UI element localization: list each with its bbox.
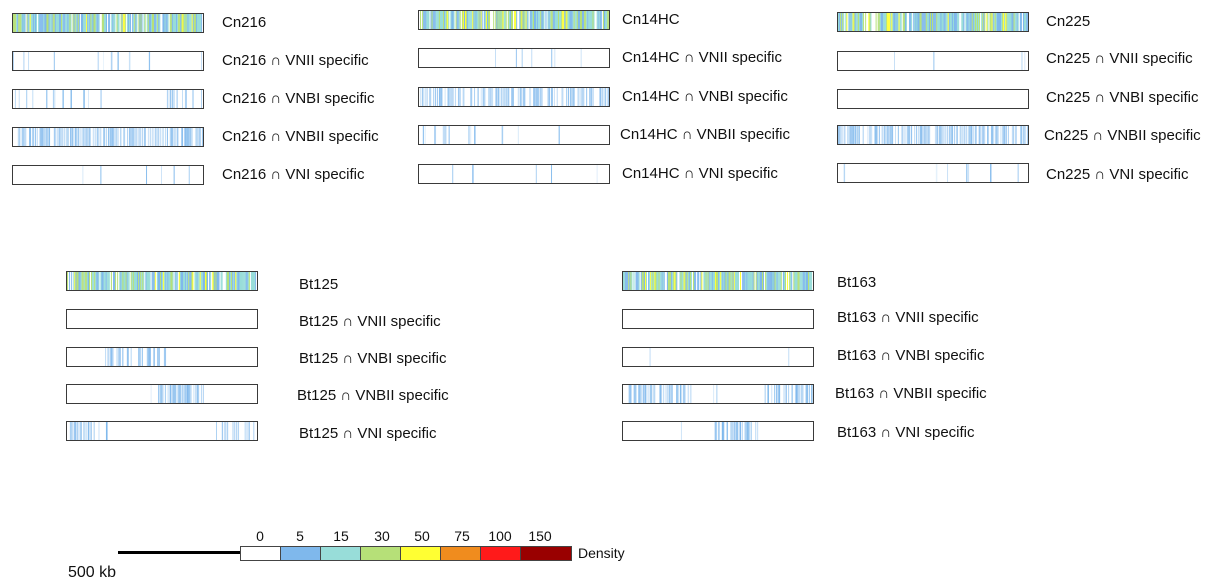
track-cn14hc (418, 10, 610, 30)
track-cn225-vnbi (837, 89, 1029, 109)
track-bt163-vnbi (622, 347, 814, 367)
track-label: Cn225 (1046, 13, 1091, 30)
legend-value: 100 (488, 528, 512, 544)
track-label: Cn225 ∩ VNII specific (1046, 50, 1193, 67)
track-cn216-vnbi (12, 89, 204, 109)
track-label: Cn14HC ∩ VNII specific (622, 49, 782, 66)
track-density-stripes (628, 385, 813, 403)
track-density-stripes (13, 14, 203, 32)
track-density-stripes (838, 126, 1028, 144)
legend-swatch (520, 546, 572, 561)
track-density-stripes (452, 165, 598, 183)
track-bt163 (622, 271, 814, 291)
track-bt125 (66, 271, 258, 291)
track-label: Cn216 ∩ VNBI specific (222, 90, 375, 107)
track-label: Cn216 (222, 14, 267, 31)
track-cn225-vnbii (837, 125, 1029, 145)
track-bt125-vnii (66, 309, 258, 329)
legend-swatch (320, 546, 361, 561)
track-density-stripes (623, 272, 813, 290)
track-density-stripes (150, 385, 204, 403)
track-label: Bt163 ∩ VNBII specific (835, 385, 987, 402)
track-label: Bt163 ∩ VNII specific (837, 309, 979, 326)
track-bt125-vnbii (66, 384, 258, 404)
track-label: Cn216 ∩ VNBII specific (222, 128, 379, 145)
track-density-stripes (13, 52, 203, 70)
legend-title: Density (578, 545, 625, 561)
legend-value: 75 (454, 528, 470, 544)
track-cn225-vni (837, 163, 1029, 183)
legend-value: 0 (256, 528, 264, 544)
track-cn14hc-vni (418, 164, 610, 184)
track-density-stripes (69, 422, 255, 440)
legend-value: 150 (528, 528, 552, 544)
track-density-stripes (67, 310, 257, 328)
track-density-stripes (419, 88, 609, 106)
track-bt125-vni (66, 421, 258, 441)
track-density-stripes (649, 348, 790, 366)
legend-value: 5 (296, 528, 304, 544)
track-cn225 (837, 12, 1029, 32)
density-legend: 500 kb 0 5 15 30 50 75 100 150 Density (60, 520, 680, 581)
track-label: Bt125 ∩ VNBII specific (297, 387, 449, 404)
track-density-stripes (82, 166, 190, 184)
track-bt163-vnii (622, 309, 814, 329)
track-density-stripes (843, 164, 1019, 182)
track-label: Cn216 ∩ VNI specific (222, 166, 365, 183)
legend-swatch (360, 546, 401, 561)
track-density-stripes (894, 52, 1026, 70)
track-label: Cn14HC ∩ VNI specific (622, 165, 778, 182)
track-cn216-vni (12, 165, 204, 185)
legend-swatch (280, 546, 321, 561)
track-label: Bt163 ∩ VNI specific (837, 424, 975, 441)
legend-swatch (480, 546, 521, 561)
track-density-stripes (422, 126, 560, 144)
track-density-stripes (17, 128, 203, 146)
track-bt163-vni (622, 421, 814, 441)
track-label: Cn14HC ∩ VNBI specific (622, 88, 788, 105)
track-label: Bt125 ∩ VNII specific (299, 313, 441, 330)
track-density-stripes (623, 310, 813, 328)
track-bt163-vnbii (622, 384, 814, 404)
track-cn14hc-vnbii (418, 125, 610, 145)
track-label: Bt163 (837, 274, 877, 291)
legend-value: 30 (374, 528, 390, 544)
legend-swatch (440, 546, 481, 561)
track-label: Cn225 ∩ VNBI specific (1046, 89, 1199, 106)
track-label: Bt163 ∩ VNBI specific (837, 347, 985, 364)
scale-label: 500 kb (68, 564, 117, 581)
track-density-stripes (67, 272, 257, 290)
scale-bar (118, 551, 298, 554)
track-density-stripes (105, 348, 167, 366)
legend-value: 50 (414, 528, 430, 544)
track-cn216 (12, 13, 204, 33)
legend-swatch (240, 546, 281, 561)
track-cn14hc-vnbi (418, 87, 610, 107)
track-bt125-vnbi (66, 347, 258, 367)
track-label: Cn225 ∩ VNI specific (1046, 166, 1189, 183)
track-density-stripes (14, 90, 202, 108)
track-cn225-vnii (837, 51, 1029, 71)
track-cn14hc-vnii (418, 48, 610, 68)
track-label: Cn225 ∩ VNBII specific (1044, 127, 1201, 144)
track-label: Cn14HC (622, 11, 680, 28)
track-label: Bt125 (299, 276, 339, 293)
legend-swatch (400, 546, 441, 561)
track-cn216-vnii (12, 51, 204, 71)
track-label: Bt125 ∩ VNBI specific (299, 350, 447, 367)
track-density-stripes (680, 422, 759, 440)
legend-value: 15 (333, 528, 349, 544)
track-density-stripes (495, 49, 583, 67)
track-label: Cn216 ∩ VNII specific (222, 52, 369, 69)
track-label: Bt125 ∩ VNI specific (299, 425, 437, 442)
track-density-stripes (419, 11, 609, 29)
track-cn216-vnbii (12, 127, 204, 147)
track-label: Cn14HC ∩ VNBII specific (620, 126, 791, 143)
track-density-stripes (838, 13, 1028, 31)
track-density-stripes (838, 90, 1028, 108)
